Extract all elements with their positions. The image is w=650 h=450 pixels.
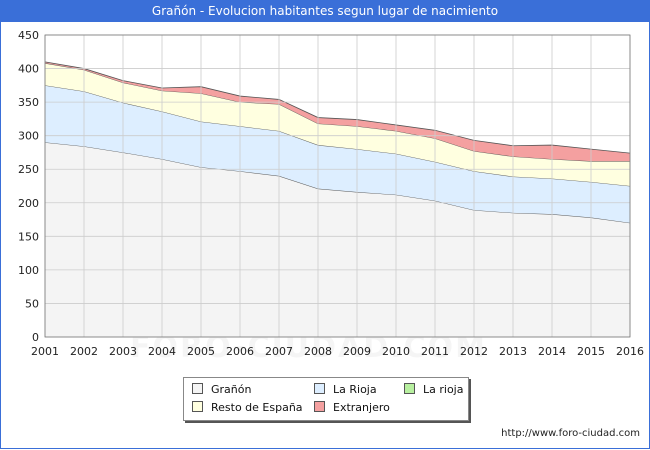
x-tick-label: 2016 [616,345,644,358]
y-tick-label: 300 [18,130,39,143]
y-tick-label: 450 [18,29,39,42]
legend-swatch-extranjero [314,401,325,412]
x-tick-label: 2002 [70,345,98,358]
x-tick-label: 2013 [499,345,527,358]
legend-label-la-rioja: La Rioja [333,383,377,396]
y-tick-label: 150 [18,230,39,243]
x-tick-label: 2015 [577,345,605,358]
y-tick-label: 200 [18,197,39,210]
plot-border [44,34,631,338]
x-tick-label: 2012 [460,345,488,358]
legend-swatch-la-rioja [314,383,325,394]
legend-item-granon: Grañón [192,383,251,397]
legend-label-granon: Grañón [211,383,252,396]
legend-item-resto-espana: Resto de España [192,401,303,415]
chart-title: Grañón - Evolucion habitantes segun luga… [0,0,650,22]
x-tick-label: 2005 [187,345,215,358]
x-tick-label: 2011 [421,345,449,358]
legend-swatch-resto-espana [192,401,203,412]
y-tick-label: 350 [18,96,39,109]
x-tick-label: 2006 [226,345,254,358]
area-extranjero-3 [45,61,630,162]
legend-label-la-rioja-lower: La rioja [423,383,464,396]
x-tick-label: 2014 [538,345,566,358]
legend-item-extranjero: Extranjero [314,401,390,415]
legend-item-la-rioja-lower: La rioja [404,383,463,397]
x-tick-label: 2004 [148,345,176,358]
legend-item-la-rioja: La Rioja [314,383,377,397]
legend-swatch-granon [192,383,203,394]
y-tick-label: 100 [18,264,39,277]
area-resto-de-espana-2 [45,63,630,186]
x-tick-label: 2003 [109,345,137,358]
y-tick-label: 50 [25,297,39,310]
area-granon-0 [45,142,630,337]
x-tick-label: 2007 [265,345,293,358]
legend: Grañón La Rioja La rioja Resto de España… [183,377,469,421]
source-url: http://www.foro-ciudad.com [501,428,640,439]
x-tick-label: 2009 [343,345,371,358]
y-tick-label: 250 [18,163,39,176]
line-extranjero-3 [44,61,631,154]
x-tick-label: 2001 [31,345,59,358]
legend-swatch-la-rioja-lower [404,383,415,394]
legend-label-resto-espana: Resto de España [211,401,303,414]
y-tick-label: 400 [18,63,39,76]
x-tick-label: 2008 [304,345,332,358]
legend-label-extranjero: Extranjero [333,401,390,414]
x-tick-label: 2010 [382,345,410,358]
area-la-rioja-1 [45,85,630,223]
y-tick-label: 0 [32,331,39,344]
